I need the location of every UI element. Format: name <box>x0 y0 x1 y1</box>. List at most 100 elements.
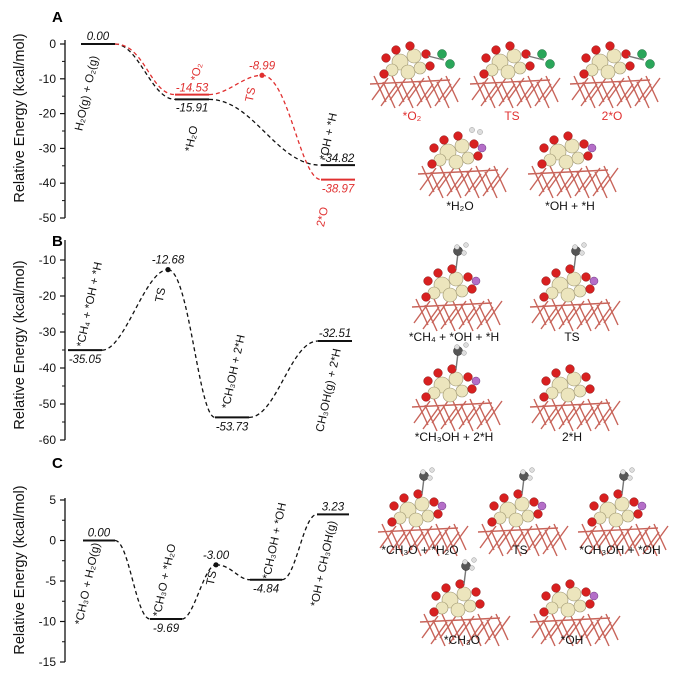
surface-bond <box>531 300 549 324</box>
surface-bond <box>380 83 398 107</box>
state-label: TS <box>154 286 169 303</box>
surface-bond <box>556 173 574 197</box>
hydrogen-atom <box>572 244 578 250</box>
surface-bond <box>471 77 489 101</box>
surface-bond <box>422 406 440 430</box>
metal-atom <box>573 384 587 398</box>
panel-a: A Relative Energy (kcal/mol) 0 -10 -20 -30 -… <box>12 9 355 228</box>
y-tick-label: -5 <box>45 574 56 588</box>
oxygen-atom <box>579 139 589 149</box>
surface-bond <box>484 621 502 645</box>
hydrogen-atom <box>579 250 585 256</box>
metal-atom <box>421 509 435 523</box>
surface-bond <box>467 300 485 324</box>
surface-bond <box>606 531 624 555</box>
adsorbed-oxygen-atom <box>445 59 455 69</box>
surface-bond <box>416 83 434 107</box>
surface-bond <box>543 77 561 101</box>
oxygen-atom <box>539 292 549 302</box>
structure-renderings: *O₂ TS 2*O *H₂O *OH + *H *CH₄ + *OH + *H TS *CH… <box>369 41 669 647</box>
surface-bond <box>458 306 476 330</box>
surface-bond <box>398 83 416 107</box>
hydrogen-atom <box>529 467 535 473</box>
oxygen-atom <box>591 45 601 55</box>
metal-atom <box>521 509 535 523</box>
surface-bond <box>491 167 509 191</box>
metal-atom <box>463 599 477 613</box>
surface-bond <box>411 402 493 408</box>
surface-bond <box>422 306 440 330</box>
metal-atom <box>406 48 422 64</box>
surface-bond <box>388 531 406 555</box>
metal-atom <box>600 64 616 80</box>
connector-line <box>101 268 169 351</box>
oxygen-atom <box>541 376 551 386</box>
oxygen-atom <box>467 284 477 294</box>
surface-bond <box>506 531 524 555</box>
metal-atom <box>400 64 416 80</box>
structure-c-2 <box>577 467 669 557</box>
metal-atom <box>513 61 527 75</box>
structure-c-3 <box>419 557 511 647</box>
hydrogen-atom <box>437 501 447 511</box>
oxygen-atom <box>453 131 463 141</box>
structure-caption: *CH₃O + *H₂O <box>381 543 458 557</box>
oxygen-atom <box>505 41 515 51</box>
ts-point <box>259 72 265 78</box>
surface-bond <box>625 77 643 101</box>
oxygen-atom <box>605 41 615 51</box>
oxygen-atom <box>447 364 457 374</box>
surface-bond <box>448 621 466 645</box>
hydrogen-atom <box>463 342 469 348</box>
metal-atom <box>614 496 630 512</box>
level-value-label: -8.99 <box>249 60 276 72</box>
surface-bond <box>476 406 494 430</box>
structure-caption: *CH₃OH + 2*H <box>415 430 494 444</box>
surface-bond <box>440 406 458 430</box>
surface-bond <box>540 621 558 645</box>
metal-atom <box>448 154 464 170</box>
oxygen-atom <box>581 53 591 63</box>
metal-atom <box>566 271 582 287</box>
surface-bond <box>424 531 442 555</box>
oxygen-atom <box>487 517 497 527</box>
surface-bond <box>558 406 576 430</box>
surface-bond <box>480 83 498 107</box>
oxygen-atom <box>469 139 479 149</box>
state-label: *CH₄ + *OH + *H <box>75 261 105 348</box>
oxygen-atom <box>467 384 477 394</box>
metal-atom <box>571 151 585 165</box>
surface-bond <box>540 406 558 430</box>
y-tick-label: -10 <box>39 72 57 86</box>
oxygen-atom <box>423 276 433 286</box>
level-value-label: -14.53 <box>176 83 209 95</box>
surface-bond <box>598 83 616 107</box>
hydrogen-atom <box>527 475 533 481</box>
oxygen-atom <box>471 587 481 597</box>
oxygen-atom <box>439 135 449 145</box>
metal-atom <box>461 151 475 165</box>
level-value-label: 0.00 <box>88 528 111 540</box>
surface-bond <box>529 402 611 408</box>
y-tick-label: -30 <box>39 141 57 155</box>
surface-bond <box>377 527 459 533</box>
y-tick-label: -50 <box>39 397 57 411</box>
surface-bond <box>592 173 610 197</box>
surface-bond <box>651 525 669 549</box>
surface-bond <box>443 77 461 101</box>
surface-bond <box>558 306 576 330</box>
panel-b: B Relative Energy (kcal/mol) -10 -20 -30 -4… <box>12 233 352 447</box>
metal-atom <box>500 64 516 80</box>
surface-bond <box>419 617 501 623</box>
hydrogen-atom <box>471 276 481 286</box>
surface-bond <box>466 621 484 645</box>
y-tick-label: -20 <box>39 289 57 303</box>
surface-bond <box>529 302 611 308</box>
state-label: *OH + CH₃OH(g) <box>309 520 339 608</box>
oxygen-atom <box>565 264 575 274</box>
ts-point <box>213 562 219 568</box>
connector-line <box>215 564 251 581</box>
surface-bond <box>446 173 464 197</box>
structure-caption: 2*H <box>562 430 582 444</box>
